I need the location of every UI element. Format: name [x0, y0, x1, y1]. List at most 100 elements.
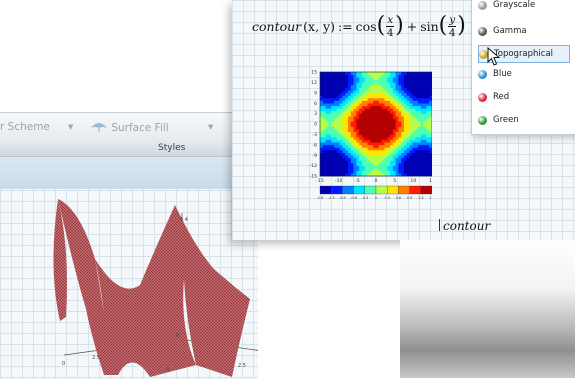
heatmap-cell [415, 163, 419, 166]
heatmap-cell [378, 131, 382, 135]
heatmap-cell [320, 116, 324, 120]
heatmap-cell [364, 111, 368, 114]
scheme-option-blue[interactable]: Blue [478, 65, 570, 83]
color-scheme-button[interactable]: r Scheme [0, 121, 50, 133]
heatmap-cell [412, 90, 416, 94]
heatmap-cell [334, 170, 338, 174]
heatmap-cell [398, 142, 402, 146]
heatmap-cell [418, 72, 422, 75]
heatmap-cell [334, 108, 338, 112]
heatmap-cell [339, 82, 343, 86]
scheme-option-grayscale[interactable]: Grayscale [478, 0, 570, 14]
heatmap-cell [409, 90, 413, 94]
heatmap-cell [353, 108, 357, 112]
colorbar-label: 0.3 [384, 196, 389, 200]
heatmap-cell [404, 82, 408, 86]
heatmap-cell [406, 87, 410, 91]
heatmap-cell [409, 160, 413, 164]
heatmap-cell [339, 100, 343, 104]
color-scheme-dropdown-icon[interactable]: ▾ [68, 121, 74, 133]
heatmap-cell [334, 72, 338, 75]
heatmap-cell [359, 100, 363, 104]
heatmap-cell [353, 121, 357, 125]
heatmap-cell [356, 121, 360, 125]
heatmap-cell [390, 152, 394, 156]
heatmap-cell [406, 173, 410, 177]
heatmap-cell [423, 85, 427, 88]
heatmap-cell [387, 131, 391, 135]
heatmap-cell [426, 113, 430, 117]
colorbar-swatch [364, 185, 377, 195]
heatmap-cell [370, 168, 374, 172]
surface-plot[interactable]: 9.4 0 2.5 2.5 0 0 [0, 189, 258, 379]
heatmap-cell [342, 163, 346, 166]
y-tick-label: -12 [309, 163, 317, 169]
heatmap-cell [350, 72, 354, 75]
colorbar-swatch [398, 185, 410, 195]
heatmap-cell [350, 170, 354, 174]
heatmap-cell [364, 124, 368, 127]
heatmap-cell [398, 137, 402, 140]
heatmap-cell [322, 77, 326, 81]
heatmap-cell [395, 150, 399, 153]
heatmap-cell [392, 160, 396, 164]
heatmap-cell [426, 157, 430, 161]
heatmap-cell [359, 105, 363, 109]
heatmap-cell [415, 165, 419, 169]
contour-caption[interactable]: contour [439, 219, 490, 233]
heatmap-cell [401, 74, 405, 78]
heatmap-cell [331, 155, 335, 159]
color-scheme-menu[interactable]: Grayscale Gamma Topographical Blue Red Green [471, 0, 575, 135]
scheme-option-red[interactable]: Red [478, 88, 570, 106]
surface-fill-dropdown-icon[interactable]: ▾ [208, 121, 214, 133]
text-cursor [439, 219, 440, 231]
heatmap-cell [395, 108, 399, 112]
heatmap-cell [412, 121, 416, 125]
heatmap-cell [418, 126, 422, 130]
surface-fill-button[interactable]: Surface Fill [90, 121, 169, 134]
heatmap-cell [356, 92, 360, 96]
heatmap-cell [370, 105, 374, 109]
heatmap-cell [370, 100, 374, 104]
heatmap-cell [398, 87, 402, 91]
heatmap-cell [356, 137, 360, 140]
scheme-option-topographical[interactable]: Topographical [478, 45, 570, 63]
heatmap-cell [420, 105, 424, 109]
heatmap-cell [423, 147, 427, 151]
heatmap-cell [387, 116, 391, 120]
heatmap-cell [401, 72, 405, 75]
heatmap-cell [429, 118, 432, 122]
heatmap-cell [362, 118, 366, 122]
heatmap-cell [420, 126, 424, 130]
heatmap-cell [390, 160, 394, 164]
heatmap-cell [345, 103, 349, 107]
heatmap-cell [376, 170, 380, 174]
heatmap-cell [348, 165, 352, 169]
heatmap-cell [395, 137, 399, 140]
heatmap-cell [370, 165, 374, 169]
heatmap-cell [370, 121, 374, 125]
heatmap-cell [320, 142, 324, 146]
heatmap-cell [392, 155, 396, 159]
heatmap-cell [395, 170, 399, 174]
heatmap-cell [429, 95, 432, 99]
scheme-option-gamma[interactable]: Gamma [478, 22, 570, 40]
heatmap-cell [320, 105, 324, 109]
surface-plot-area[interactable]: 9.4 0 2.5 2.5 0 0 [0, 189, 258, 379]
heatmap-cell [406, 139, 410, 143]
heatmap-cell [367, 129, 371, 133]
function-definition[interactable]: contour (x, y) := cos ( x 4 ) + sin ( y … [252, 13, 466, 39]
colorbar-label: 1.6 [429, 196, 432, 200]
heatmap-cell [406, 74, 410, 78]
heatmap-cell [367, 147, 371, 151]
heatmap-cell [384, 113, 388, 117]
heatmap-cell [420, 98, 424, 101]
heatmap-cell [353, 142, 357, 146]
scheme-option-green[interactable]: Green [478, 111, 570, 129]
heatmap-cell [404, 139, 408, 143]
heatmap-cell [322, 163, 326, 166]
heatmap-cell [325, 144, 329, 148]
heatmap-cell [387, 82, 391, 86]
heatmap-cell [398, 144, 402, 148]
